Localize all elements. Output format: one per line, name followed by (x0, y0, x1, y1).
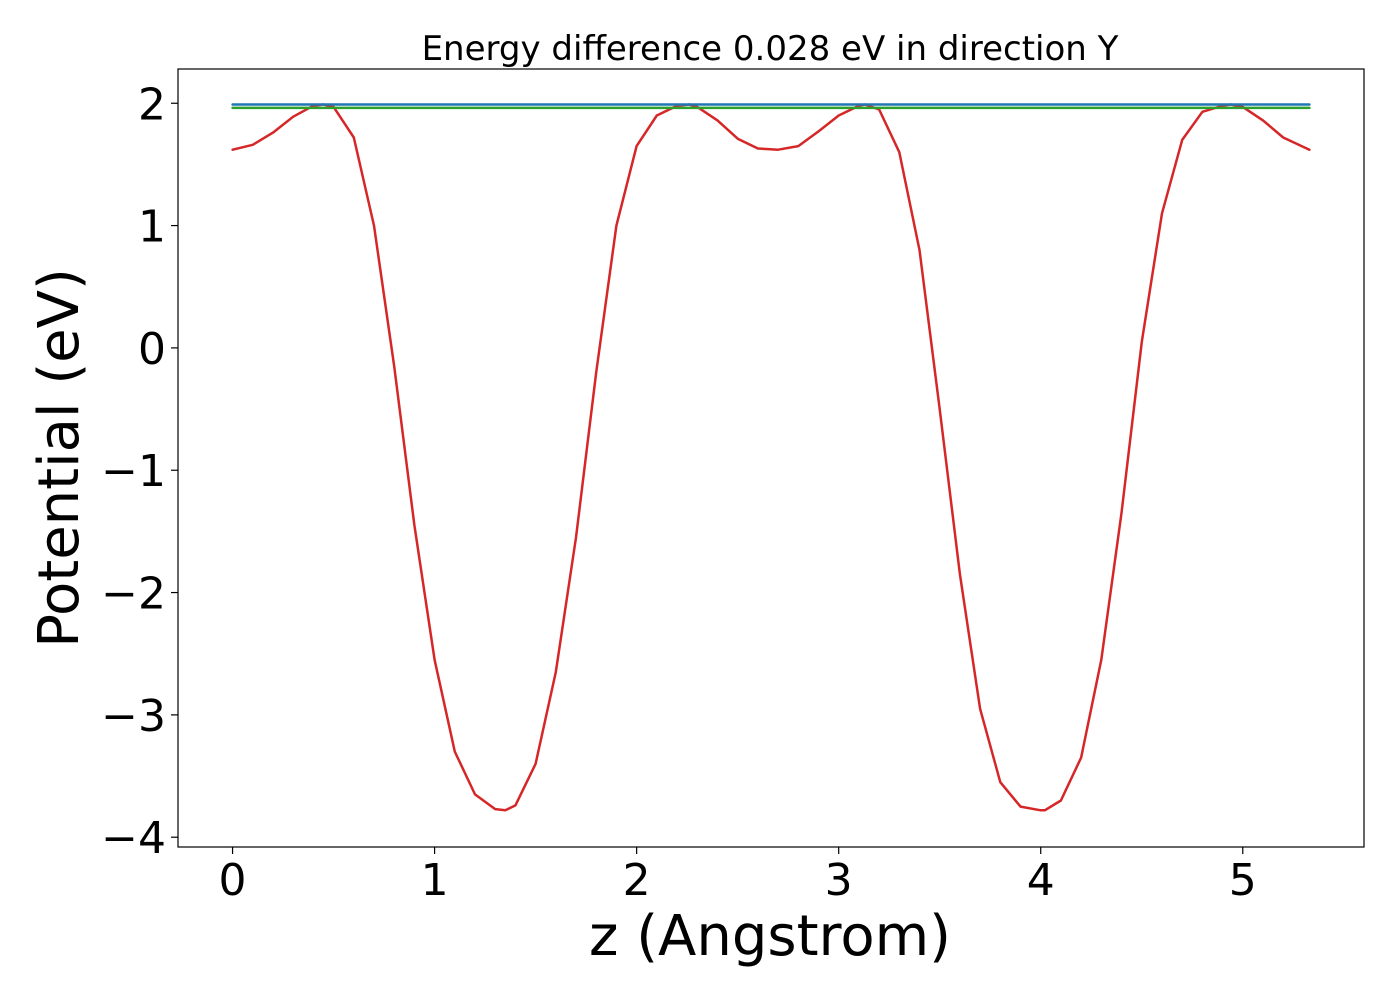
x-tick-label: 4 (1027, 855, 1055, 906)
y-tick-label: −1 (101, 446, 166, 497)
plot-frame (177, 68, 1365, 848)
y-axis-label: Potential (eV) (27, 268, 92, 648)
x-axis: 0 1 2 3 4 5 (219, 847, 1257, 906)
y-tick-label: 0 (138, 324, 166, 375)
y-tick-label: −3 (101, 691, 166, 742)
y-tick-label: −4 (101, 813, 166, 864)
x-tick-label: 3 (825, 855, 853, 906)
x-tick-label: 2 (623, 855, 651, 906)
series-layer (231, 103, 1311, 812)
y-tick-label: 1 (138, 202, 166, 253)
x-tick-label: 0 (219, 855, 247, 906)
chart-title: Energy difference 0.028 eV in direction … (422, 29, 1119, 69)
y-tick-label: 2 (138, 79, 166, 130)
x-tick-label: 1 (421, 855, 449, 906)
series-line-1 (231, 103, 1311, 812)
y-axis: −4 −3 −2 −1 0 1 2 (101, 79, 178, 864)
y-tick-label: −2 (101, 569, 166, 620)
x-axis-label: z (Angstrom) (589, 904, 951, 969)
x-tick-label: 5 (1229, 855, 1257, 906)
